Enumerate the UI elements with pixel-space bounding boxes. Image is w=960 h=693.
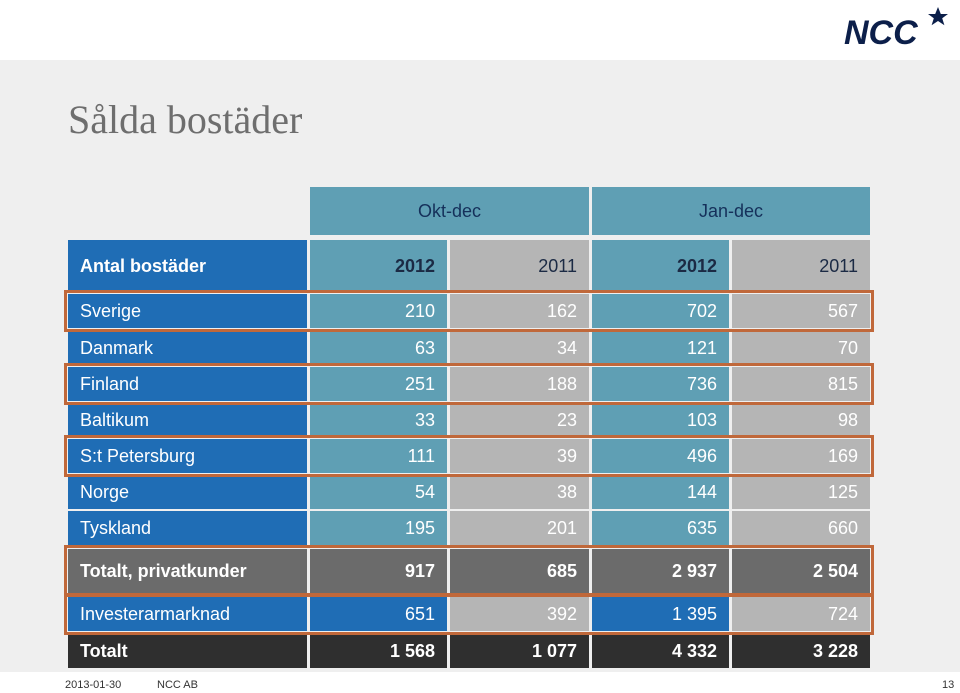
row-label-1: Danmark — [68, 331, 307, 365]
table-cell-r1-c2: 121 — [592, 331, 729, 365]
year-header-2: 2011 — [450, 240, 589, 292]
table-cell-r1-c3: 70 — [732, 331, 870, 365]
table-cell-r2-c2: 736 — [592, 367, 729, 401]
table-cell-r7-c1: 685 — [450, 549, 589, 593]
row-label-0: Sverige — [68, 294, 307, 328]
table-cell-r7-c2: 2 937 — [592, 549, 729, 593]
table-cell-r7-c3: 2 504 — [732, 549, 870, 593]
table-cell-r1-c1: 34 — [450, 331, 589, 365]
table-cell-r0-c2: 702 — [592, 294, 729, 328]
table-cell-r7-c0: 917 — [310, 549, 447, 593]
logo-text: NCC — [844, 14, 918, 48]
table-cell-r3-c2: 103 — [592, 403, 729, 437]
table-cell-r6-c2: 635 — [592, 511, 729, 545]
row-label-4: S:t Petersburg — [68, 439, 307, 473]
row-label-3: Baltikum — [68, 403, 307, 437]
table-cell-r6-c3: 660 — [732, 511, 870, 545]
group-header-okt-dec: Okt-dec — [310, 187, 589, 235]
table-cell-r2-c0: 251 — [310, 367, 447, 401]
page-title: Sålda bostäder — [68, 97, 303, 142]
star-icon — [928, 7, 948, 26]
table-cell-r4-c1: 39 — [450, 439, 589, 473]
row-label-7: Totalt, privatkunder — [68, 549, 307, 593]
table-cell-r0-c0: 210 — [310, 294, 447, 328]
table-cell-r4-c2: 496 — [592, 439, 729, 473]
table-cell-r9-c3: 3 228 — [732, 634, 870, 668]
group-header-jan-dec: Jan-dec — [592, 187, 870, 235]
table-cell-r0-c3: 567 — [732, 294, 870, 328]
table-cell-r5-c2: 144 — [592, 475, 729, 509]
table-cell-r3-c3: 98 — [732, 403, 870, 437]
table-cell-r4-c3: 169 — [732, 439, 870, 473]
table-cell-r3-c1: 23 — [450, 403, 589, 437]
table-cell-r8-c0: 651 — [310, 597, 447, 631]
row-label-2: Finland — [68, 367, 307, 401]
footer-company: NCC AB — [157, 679, 198, 691]
ncc-logo: NCC — [844, 7, 948, 48]
row-label-6: Tyskland — [68, 511, 307, 545]
year-header-4: 2011 — [732, 240, 870, 292]
table-cell-r3-c0: 33 — [310, 403, 447, 437]
table-cell-r4-c0: 111 — [310, 439, 447, 473]
page-number: 13 — [942, 679, 955, 691]
year-header-1: 2012 — [310, 240, 447, 292]
year-header-3: 2012 — [592, 240, 729, 292]
table-cell-r9-c2: 4 332 — [592, 634, 729, 668]
row-label-9: Totalt — [68, 634, 307, 668]
header-antal-bostader: Antal bostäder — [68, 240, 307, 292]
table-cell-r8-c2: 1 395 — [592, 597, 729, 631]
footer-date: 2013-01-30 — [65, 679, 122, 691]
row-label-5: Norge — [68, 475, 307, 509]
table-cell-r0-c1: 162 — [450, 294, 589, 328]
table-cell-r2-c3: 815 — [732, 367, 870, 401]
table-cell-r2-c1: 188 — [450, 367, 589, 401]
table-cell-r8-c3: 724 — [732, 597, 870, 631]
table-cell-r5-c0: 54 — [310, 475, 447, 509]
table-cell-r1-c0: 63 — [310, 331, 447, 365]
table-cell-r9-c1: 1 077 — [450, 634, 589, 668]
table-cell-r6-c1: 201 — [450, 511, 589, 545]
table-cell-r6-c0: 195 — [310, 511, 447, 545]
table-cell-r5-c3: 125 — [732, 475, 870, 509]
row-label-8: Investerarmarknad — [68, 597, 307, 631]
table-cell-r8-c1: 392 — [450, 597, 589, 631]
table-cell-r9-c0: 1 568 — [310, 634, 447, 668]
table-cell-r5-c1: 38 — [450, 475, 589, 509]
